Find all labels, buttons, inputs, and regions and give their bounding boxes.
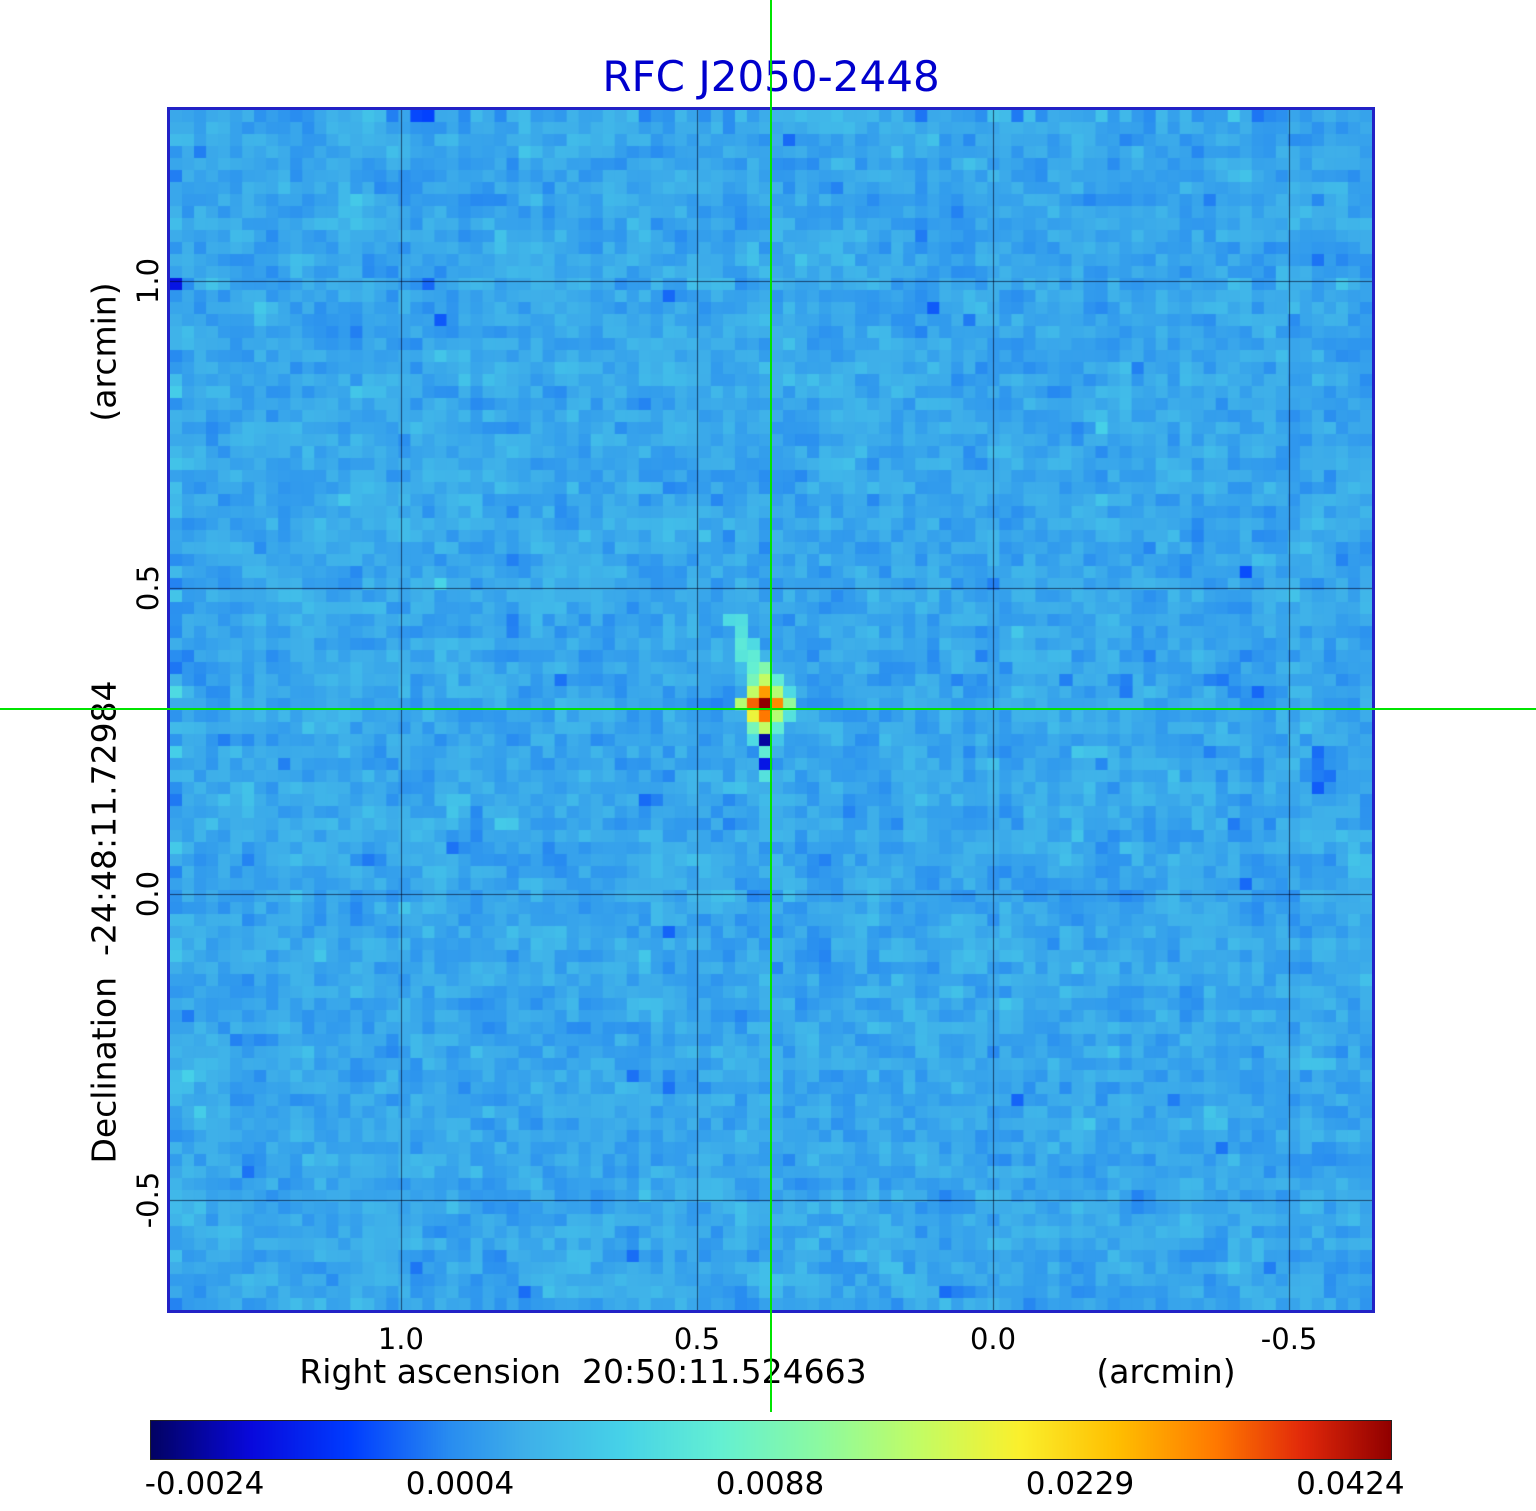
crosshair-horizontal-line <box>0 708 1536 711</box>
colorbar <box>150 1420 1392 1460</box>
colorbar-tick-label: 0.0004 <box>405 1466 515 1502</box>
y-tick-label: 0.5 <box>131 564 165 611</box>
crosshair-vertical-line <box>769 0 772 1412</box>
x-axis-label: Right ascension 20:50:11.524663 <box>299 1352 867 1391</box>
y-axis-label: Declination -24:48:11.72984 <box>84 680 124 1164</box>
figure-title: RFC J2050-2448 <box>602 52 940 101</box>
colorbar-tick-label: 0.0424 <box>1296 1466 1405 1502</box>
y-tick-label: 0.0 <box>131 870 165 917</box>
x-tick-label: 0.0 <box>969 1322 1017 1356</box>
y-tick-label: -0.5 <box>131 1171 165 1229</box>
x-tick-label: 0.5 <box>673 1322 721 1356</box>
colorbar-tick-label: -0.0024 <box>144 1466 265 1502</box>
x-tick-label: -0.5 <box>1260 1322 1318 1356</box>
x-tick-label: 1.0 <box>377 1322 424 1356</box>
colorbar-tick-label: 0.0088 <box>715 1466 825 1502</box>
y-axis-unit-label: (arcmin) <box>84 282 124 422</box>
x-axis-unit-label: (arcmin) <box>1096 1352 1236 1391</box>
colorbar-tick-label: 0.0229 <box>1025 1466 1135 1502</box>
y-tick-label: 1.0 <box>131 258 165 305</box>
